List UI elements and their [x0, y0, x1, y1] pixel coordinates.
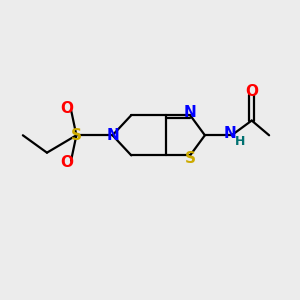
Text: O: O: [61, 154, 74, 169]
Text: O: O: [245, 84, 258, 99]
Text: S: S: [71, 128, 82, 143]
Text: S: S: [185, 151, 196, 166]
Text: H: H: [235, 135, 245, 148]
Text: N: N: [106, 128, 119, 143]
Text: O: O: [61, 101, 74, 116]
Text: N: N: [224, 126, 237, 141]
Text: N: N: [184, 105, 197, 120]
